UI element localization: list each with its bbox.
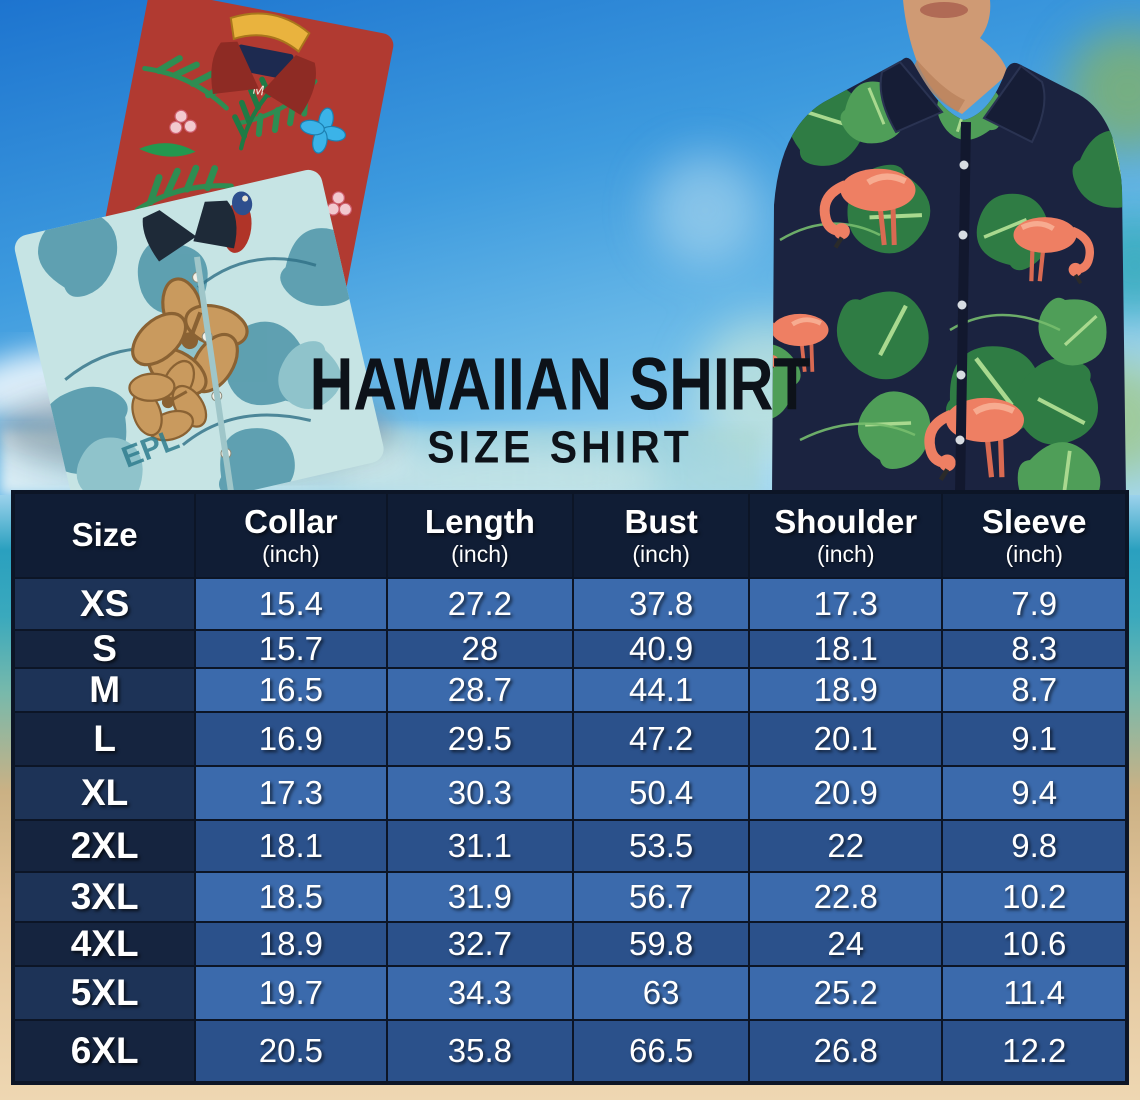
value-l-bust: 47.2 (573, 712, 749, 766)
value-3xl-bust: 56.7 (573, 872, 749, 922)
value-6xl-length: 35.8 (386, 1020, 574, 1082)
size-label-5xl: 5XL (14, 966, 196, 1020)
value-2xl-length: 31.1 (386, 820, 574, 872)
value-xl-sleeve: 9.4 (942, 766, 1126, 820)
size-table: Size Collar (inch) Length (inch) Bust (inch) Sh… (11, 490, 1129, 1085)
value-s-shoulder: 18.1 (749, 630, 943, 668)
shirt-pattern (772, 66, 1126, 495)
column-label: Size (71, 516, 138, 554)
value-xs-shoulder: 17.3 (749, 578, 943, 630)
value-s-sleeve: 8.3 (942, 630, 1126, 668)
size-label-3xl: 3XL (14, 872, 196, 922)
value-4xl-bust: 59.8 (573, 922, 749, 966)
value-s-bust: 40.9 (573, 630, 749, 668)
value-3xl-length: 31.9 (386, 872, 574, 922)
header-cell-bust: Bust (inch) (573, 493, 749, 578)
column-unit: (inch) (262, 541, 320, 568)
value-5xl-sleeve: 11.4 (942, 966, 1126, 1020)
value-2xl-bust: 53.5 (573, 820, 749, 872)
value-xs-sleeve: 7.9 (942, 578, 1126, 630)
value-m-sleeve: 8.7 (942, 668, 1126, 712)
size-label-m: M (14, 668, 196, 712)
value-xl-length: 30.3 (386, 766, 574, 820)
value-4xl-sleeve: 10.6 (942, 922, 1126, 966)
value-6xl-shoulder: 26.8 (749, 1020, 943, 1082)
beach-photo-band: M (0, 0, 1140, 495)
value-xl-collar: 17.3 (195, 766, 387, 820)
value-m-length: 28.7 (386, 668, 574, 712)
size-label-4xl: 4XL (14, 922, 196, 966)
header-cell-sleeve: Sleeve (inch) (942, 493, 1126, 578)
value-5xl-bust: 63 (573, 966, 749, 1020)
header-cell-shoulder: Shoulder (inch) (749, 493, 943, 578)
value-l-length: 29.5 (386, 712, 574, 766)
value-6xl-bust: 66.5 (573, 1020, 749, 1082)
size-label-6xl: 6XL (14, 1020, 196, 1082)
column-label: Length (424, 502, 535, 540)
value-l-sleeve: 9.1 (942, 712, 1126, 766)
value-5xl-shoulder: 25.2 (749, 966, 943, 1020)
value-4xl-shoulder: 24 (749, 922, 943, 966)
value-l-collar: 16.9 (195, 712, 387, 766)
column-unit: (inch) (451, 541, 509, 568)
value-4xl-collar: 18.9 (195, 922, 387, 966)
header-cell-collar: Collar (inch) (195, 493, 387, 578)
column-unit: (inch) (632, 541, 690, 568)
value-xl-shoulder: 20.9 (749, 766, 943, 820)
value-xs-collar: 15.4 (195, 578, 387, 630)
value-3xl-sleeve: 10.2 (942, 872, 1126, 922)
value-xl-bust: 50.4 (573, 766, 749, 820)
value-m-collar: 16.5 (195, 668, 387, 712)
size-label-l: L (14, 712, 196, 766)
teal-hawaiian-shirt: EPL (14, 169, 384, 495)
value-l-shoulder: 20.1 (749, 712, 943, 766)
column-label: Collar (244, 502, 338, 540)
model-face (903, 0, 1008, 114)
value-m-shoulder: 18.9 (749, 668, 943, 712)
header-cell-length: Length (inch) (386, 493, 574, 578)
value-s-length: 28 (386, 630, 574, 668)
column-label: Bust (624, 502, 698, 540)
value-5xl-collar: 19.7 (195, 966, 387, 1020)
value-4xl-length: 32.7 (386, 922, 574, 966)
header-cell-size: Size (14, 493, 196, 578)
size-label-2xl: 2XL (14, 820, 196, 872)
shirt-collar (879, 60, 1046, 144)
value-xs-bust: 37.8 (573, 578, 749, 630)
size-label-xl: XL (14, 766, 196, 820)
size-label-xs: XS (14, 578, 196, 630)
column-unit: (inch) (1005, 541, 1063, 568)
value-m-bust: 44.1 (573, 668, 749, 712)
model-flamingo-shirt-photo (772, 0, 1126, 495)
value-5xl-length: 34.3 (386, 966, 574, 1020)
value-6xl-collar: 20.5 (195, 1020, 387, 1082)
column-unit: (inch) (816, 541, 875, 568)
size-label-s: S (14, 630, 196, 668)
value-2xl-shoulder: 22 (749, 820, 943, 872)
value-s-collar: 15.7 (195, 630, 387, 668)
value-2xl-sleeve: 9.8 (942, 820, 1126, 872)
column-label: Shoulder (774, 502, 918, 540)
value-3xl-shoulder: 22.8 (749, 872, 943, 922)
column-label: Sleeve (981, 502, 1087, 540)
value-2xl-collar: 18.1 (195, 820, 387, 872)
value-3xl-collar: 18.5 (195, 872, 387, 922)
value-xs-length: 27.2 (386, 578, 574, 630)
value-6xl-sleeve: 12.2 (942, 1020, 1126, 1082)
